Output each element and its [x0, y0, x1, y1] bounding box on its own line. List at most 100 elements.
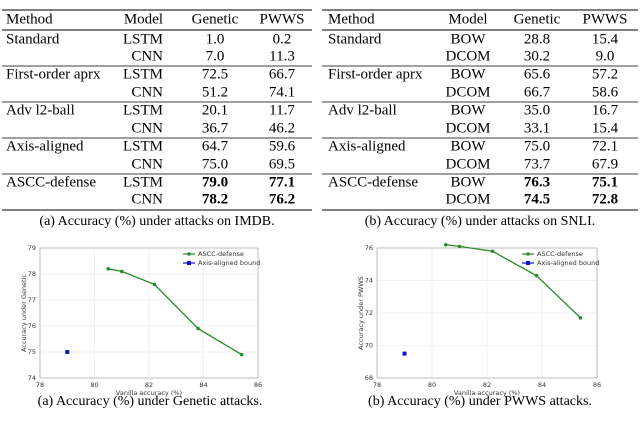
table-cell: 66.7: [269, 66, 296, 82]
plot-frame: [376, 247, 598, 379]
table-cell: 74.5: [524, 191, 550, 207]
table-cell: CNN: [131, 191, 163, 207]
table-cell: Adv l2-ball: [328, 102, 397, 118]
table-cell: Axis-aligned: [328, 138, 406, 154]
point: [578, 316, 583, 320]
x-tick-label: 84: [538, 381, 546, 389]
table-cell: CNN: [131, 120, 163, 136]
x-tick-label: 84: [199, 381, 207, 389]
table-cell: 73.7: [524, 156, 551, 172]
table-cell: 35.0: [524, 102, 550, 118]
point: [490, 249, 495, 254]
series-line: [108, 268, 242, 356]
table-header: Method: [328, 11, 375, 27]
point: [106, 267, 110, 271]
table-cell: 28.8: [524, 31, 550, 47]
table-cell: LSTM: [123, 138, 163, 154]
table-cell: LSTM: [123, 31, 163, 47]
table-cell: 11.7: [269, 102, 295, 118]
table-cell: 72.8: [592, 191, 618, 207]
table-header: Model: [448, 11, 487, 27]
table-cell: DCOM: [445, 48, 490, 64]
table-cell: DCOM: [445, 191, 490, 207]
table-cell: Axis-aligned: [6, 138, 84, 154]
legend-label: ASCC-defense: [198, 250, 244, 258]
table-cell: First-order aprx: [6, 66, 101, 82]
x-tick-label: 78: [373, 381, 381, 389]
y-tick-label: 75: [28, 348, 36, 356]
y-tick-label: 68: [365, 374, 373, 382]
x-tick-label: 82: [145, 381, 153, 389]
chart-caption: (b) Accuracy (%) under PWWS attacks.: [368, 394, 592, 409]
y-tick-label: 76: [28, 322, 36, 330]
y-tick-label: 77: [28, 296, 36, 304]
table-cell: 9.0: [596, 48, 615, 64]
table-cell: CNN: [131, 156, 163, 172]
table-cell: Standard: [328, 31, 382, 47]
table-cell: BOW: [451, 174, 487, 190]
table-cell: 30.2: [524, 48, 550, 64]
table-cell: BOW: [451, 66, 487, 82]
table-cell: 20.1: [202, 102, 228, 118]
plot-frame: [39, 247, 259, 379]
table-cell: CNN: [131, 84, 163, 100]
point: [65, 350, 70, 354]
table-cell: 0.2: [273, 31, 292, 47]
table-cell: 67.9: [592, 156, 618, 172]
table-cell: 66.7: [524, 84, 551, 100]
table-cell: 76.2: [269, 191, 295, 207]
table-header: PWWS: [583, 11, 628, 27]
y-axis-label: Accuracy under PWWS: [357, 276, 365, 350]
table-cell: 76.3: [524, 174, 550, 190]
table-cell: BOW: [451, 138, 487, 154]
table-cell: First-order aprx: [328, 66, 423, 82]
table-cell: 72.1: [592, 138, 618, 154]
x-tick-label: 86: [593, 381, 601, 389]
x-tick-label: 86: [254, 381, 262, 389]
table-cell: 51.2: [202, 84, 228, 100]
table-cell: 16.7: [592, 102, 619, 118]
point: [196, 326, 200, 331]
point: [402, 351, 407, 356]
point: [119, 269, 124, 274]
table-cell: DCOM: [445, 84, 490, 100]
table-cell: 78.2: [202, 191, 228, 207]
table-cell: 64.7: [202, 138, 229, 154]
table-cell: 59.6: [269, 138, 296, 154]
legend-label: Axis-aligned bound: [537, 259, 599, 267]
legend-marker: [526, 252, 530, 256]
x-axis-label: Vanilla accuracy (%): [116, 389, 182, 397]
table-caption: (a) Accuracy (%) under attacks on IMDB.: [39, 214, 274, 229]
x-tick-label: 82: [483, 381, 491, 389]
x-tick-label: 80: [428, 381, 436, 389]
point: [443, 242, 448, 247]
legend-marker: [187, 261, 191, 265]
table-cell: 57.2: [592, 66, 618, 82]
table-cell: 79.0: [202, 174, 228, 190]
table-cell: 75.0: [524, 138, 550, 154]
legend-marker: [526, 261, 530, 265]
point: [152, 282, 157, 287]
table-cell: DCOM: [445, 156, 490, 172]
table-cell: 58.6: [592, 84, 619, 100]
table-cell: 15.4: [592, 31, 619, 47]
y-tick-label: 78: [28, 270, 36, 278]
table-cell: ASCC-defense: [6, 174, 96, 190]
table-cell: Standard: [6, 31, 60, 47]
x-tick-label: 78: [36, 381, 44, 389]
x-axis-label: Vanilla accuracy (%): [454, 389, 520, 397]
table-header: Genetic: [514, 11, 561, 27]
table-cell: 69.5: [269, 156, 295, 172]
table-header: Genetic: [192, 11, 239, 27]
y-tick-label: 70: [365, 342, 373, 350]
y-axis-label: Accuracy under Genetic: [20, 274, 28, 352]
point: [239, 352, 244, 357]
table-cell: 11.3: [269, 48, 295, 64]
table-cell: 36.7: [202, 120, 229, 136]
table-cell: 7.0: [206, 48, 225, 64]
table-header: Method: [6, 11, 53, 27]
table-cell: LSTM: [123, 66, 163, 82]
table-cell: 75.0: [202, 156, 228, 172]
chart-caption: (a) Accuracy (%) under Genetic attacks.: [38, 394, 263, 409]
